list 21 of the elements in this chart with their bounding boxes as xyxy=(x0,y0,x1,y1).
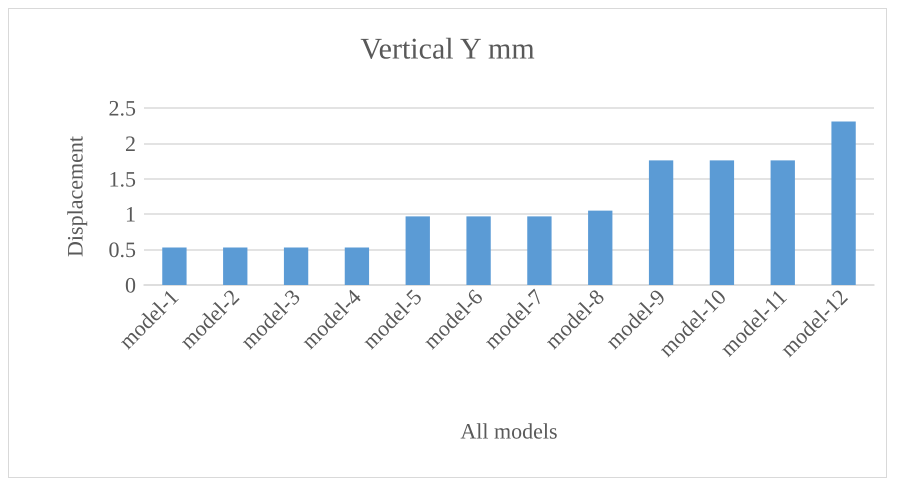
x-axis-title: All models xyxy=(460,418,558,444)
chart-title: Vertical Y mm xyxy=(360,32,535,66)
y-tick-label: 0 xyxy=(125,272,136,298)
bar xyxy=(223,247,248,285)
bar xyxy=(406,216,430,285)
y-tick-label: 2.5 xyxy=(108,96,136,120)
bar xyxy=(527,216,552,285)
bar xyxy=(831,121,856,285)
bar xyxy=(284,247,308,285)
y-axis-title: Displacement xyxy=(62,136,88,257)
bar xyxy=(710,160,734,285)
y-tick-label: 1 xyxy=(125,202,136,227)
y-tick-label: 1.5 xyxy=(108,166,136,192)
bar xyxy=(344,247,370,285)
y-tick-label: 0.5 xyxy=(108,237,136,262)
y-tick-label: 2 xyxy=(125,130,136,156)
bar xyxy=(648,160,674,285)
bar xyxy=(162,247,187,285)
bar xyxy=(770,160,795,285)
bar xyxy=(588,210,612,285)
bar xyxy=(466,216,491,285)
